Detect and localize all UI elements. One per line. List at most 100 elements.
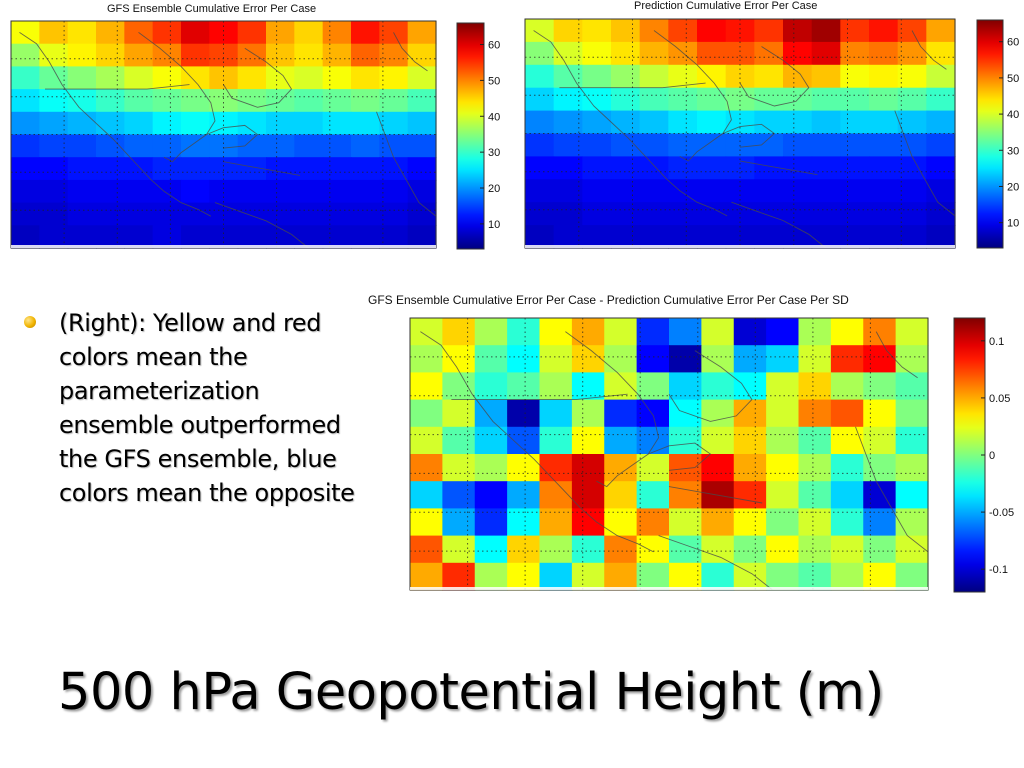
heatmap-cell (604, 399, 638, 428)
coastline (653, 30, 732, 162)
heatmap-cell (798, 481, 832, 509)
heatmap-cell (322, 66, 352, 90)
heatmap-cell (379, 202, 409, 226)
heatmap-cell (11, 225, 40, 249)
heatmap-cell (571, 454, 605, 482)
heatmap-cell (669, 426, 702, 455)
heatmap-cell (668, 156, 698, 180)
heatmap-cell (237, 157, 267, 181)
heatmap-cell (639, 225, 669, 249)
heatmap-cell (895, 426, 929, 455)
heatmap-cell (766, 481, 800, 509)
heatmap-cell (209, 21, 239, 45)
colorbar-tick-label: -0.05 (989, 507, 1014, 519)
heatmap-cell (266, 179, 295, 204)
heatmap-cell (830, 345, 864, 373)
heatmap-cell (209, 89, 239, 113)
heatmap-cell (379, 66, 409, 90)
heatmap-cell (869, 225, 899, 249)
difference-map-title: GFS Ensemble Cumulative Error Per Case -… (368, 293, 849, 307)
coastline (722, 123, 776, 148)
heatmap-cell (294, 21, 324, 45)
colorbar-tick-label: 50 (1007, 73, 1019, 85)
heatmap-cell (582, 179, 612, 203)
heatmap-cell (668, 19, 698, 43)
heatmap-cell (798, 372, 832, 401)
heatmap-cell (67, 89, 97, 113)
colorbar-gradient (456, 22, 485, 250)
heatmap-cell (474, 345, 508, 373)
heatmap-cell (181, 111, 210, 136)
heatmap-cell (67, 21, 97, 45)
heatmap-cell (553, 64, 583, 89)
heatmap-cell (783, 179, 813, 203)
heatmap-cell (582, 202, 612, 226)
heatmap-cell (783, 19, 813, 43)
coastline (648, 442, 712, 471)
heatmap-cell (410, 399, 443, 428)
map-grid (11, 21, 436, 248)
heatmap-cell (895, 399, 929, 428)
heatmap-cell (571, 318, 605, 346)
prediction-panel: Prediction Cumulative Error Per Case 10 2… (512, 0, 1024, 260)
heatmap-cell (611, 87, 641, 112)
heatmap-cell (604, 426, 638, 455)
heatmap-cell (152, 66, 182, 90)
heatmap-cell (798, 399, 832, 428)
heatmap-cell (895, 508, 929, 537)
heatmap-cell (474, 454, 508, 482)
prediction-map-title: Prediction Cumulative Error Per Case (634, 0, 818, 12)
heatmap-cell (669, 508, 702, 537)
colorbar-tick-label: 40 (488, 111, 500, 123)
coastlines (533, 30, 956, 249)
heatmap-cell (926, 110, 956, 135)
heatmap-cell (442, 399, 476, 428)
heatmap-cell (39, 111, 69, 136)
coastline (875, 331, 918, 379)
heatmap-cell (507, 426, 541, 455)
heatmap-cell (351, 111, 380, 136)
heatmap-cell (840, 156, 870, 180)
heatmap-cell (507, 508, 541, 537)
heatmap-cell (783, 64, 813, 89)
heatmap-cell (830, 426, 864, 455)
heatmap-cell (209, 111, 239, 136)
heatmap-cell (701, 508, 735, 537)
heatmap-cell (152, 111, 182, 136)
heatmap-cell (209, 179, 239, 204)
heatmap-cell (783, 110, 813, 135)
heatmap-cell (379, 43, 409, 67)
heatmap-cell (639, 87, 669, 112)
colorbar-tick-label: 10 (1007, 218, 1019, 230)
heatmap-cell (152, 89, 182, 113)
heatmap-cell (582, 87, 612, 112)
heatmap-cell (525, 110, 555, 135)
heatmap-cell (181, 202, 210, 226)
heatmap-cell (571, 562, 605, 591)
heatmap-cell (733, 508, 767, 537)
heatmap-cell (766, 399, 800, 428)
prediction-error-map (524, 18, 956, 249)
heatmap-cell (639, 64, 669, 89)
heatmap-cell (96, 134, 125, 158)
heatmap-cell (209, 225, 239, 249)
heatmap-cell (351, 179, 380, 204)
heatmap-cell (237, 179, 267, 204)
heatmap-cell (39, 202, 69, 226)
heatmap-cell (410, 508, 443, 537)
heatmap-cell (410, 454, 443, 482)
heatmap-cells (525, 19, 956, 249)
heatmap-cell (725, 19, 755, 43)
heatmap-cell (67, 111, 97, 136)
colorbar-tick-label: 0.1 (989, 336, 1004, 348)
heatmap-cell (669, 399, 702, 428)
colorbar-tick-label: -0.1 (989, 564, 1008, 576)
heatmap-cell (697, 225, 727, 249)
heatmap-cell (604, 345, 638, 373)
difference-panel: GFS Ensemble Cumulative Error Per Case -… (360, 288, 1024, 598)
heatmap-cell (811, 202, 841, 226)
heatmap-cell (266, 157, 295, 181)
heatmap-cell (701, 345, 735, 373)
heatmap-cell (926, 87, 956, 112)
heatmap-cell (863, 508, 897, 537)
